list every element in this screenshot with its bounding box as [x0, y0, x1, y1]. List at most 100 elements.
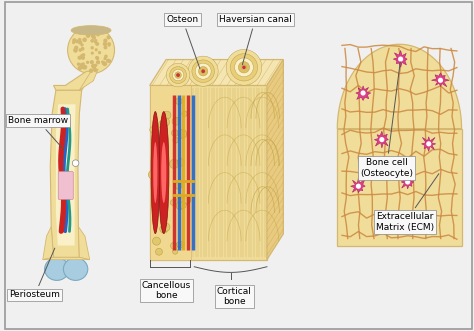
Bar: [150, 85, 191, 260]
Circle shape: [78, 63, 80, 65]
Polygon shape: [401, 173, 414, 189]
Circle shape: [102, 63, 104, 64]
Polygon shape: [267, 60, 283, 260]
Circle shape: [160, 225, 168, 233]
Circle shape: [107, 36, 110, 39]
Circle shape: [175, 72, 182, 78]
Text: Osteon: Osteon: [166, 15, 200, 69]
Circle shape: [107, 59, 109, 62]
Circle shape: [163, 176, 168, 181]
Bar: [337, 129, 462, 246]
Circle shape: [180, 202, 186, 209]
Circle shape: [93, 36, 95, 39]
Ellipse shape: [159, 112, 169, 234]
Circle shape: [95, 30, 97, 32]
Circle shape: [73, 160, 79, 166]
Polygon shape: [79, 69, 98, 90]
Circle shape: [94, 41, 96, 43]
Circle shape: [103, 62, 105, 65]
Circle shape: [199, 67, 208, 76]
Circle shape: [438, 78, 443, 83]
Circle shape: [83, 38, 86, 41]
Circle shape: [155, 248, 163, 255]
Circle shape: [90, 69, 92, 72]
Ellipse shape: [64, 258, 88, 280]
Text: Cancellous
bone: Cancellous bone: [141, 281, 191, 300]
Circle shape: [178, 129, 187, 138]
Circle shape: [153, 237, 161, 245]
Circle shape: [176, 242, 181, 247]
Text: Haversian canal: Haversian canal: [219, 15, 292, 65]
Text: Extracellular
Matrix (ECM): Extracellular Matrix (ECM): [376, 174, 439, 232]
Circle shape: [183, 196, 191, 204]
Circle shape: [96, 43, 99, 45]
Circle shape: [178, 241, 184, 248]
Circle shape: [108, 60, 110, 62]
Circle shape: [185, 196, 191, 202]
Circle shape: [82, 66, 84, 69]
Circle shape: [81, 64, 83, 67]
Polygon shape: [421, 137, 436, 151]
Text: Bone marrow: Bone marrow: [8, 116, 68, 149]
Circle shape: [188, 56, 218, 86]
Circle shape: [96, 57, 99, 60]
Ellipse shape: [153, 142, 157, 203]
Circle shape: [192, 60, 214, 82]
Circle shape: [182, 111, 187, 117]
Circle shape: [405, 179, 410, 185]
Circle shape: [95, 64, 97, 66]
Ellipse shape: [68, 26, 115, 74]
Circle shape: [166, 63, 190, 87]
Circle shape: [170, 200, 176, 206]
Circle shape: [104, 46, 107, 49]
Circle shape: [148, 170, 157, 179]
Circle shape: [97, 61, 100, 64]
Circle shape: [176, 202, 184, 210]
Circle shape: [96, 57, 98, 58]
Circle shape: [81, 55, 83, 57]
Circle shape: [108, 44, 110, 46]
Circle shape: [426, 141, 431, 146]
Circle shape: [91, 61, 93, 64]
Circle shape: [104, 39, 107, 42]
Polygon shape: [78, 227, 90, 260]
Circle shape: [235, 58, 253, 77]
Circle shape: [87, 61, 89, 63]
Circle shape: [73, 39, 76, 42]
Polygon shape: [356, 86, 371, 101]
Circle shape: [195, 63, 211, 79]
Ellipse shape: [71, 25, 111, 35]
Circle shape: [78, 41, 81, 44]
Ellipse shape: [151, 112, 160, 234]
Circle shape: [82, 54, 84, 56]
Circle shape: [97, 33, 100, 36]
Circle shape: [105, 55, 107, 57]
Circle shape: [95, 40, 97, 41]
Circle shape: [201, 69, 205, 73]
Text: Cortical
bone: Cortical bone: [217, 287, 252, 307]
Circle shape: [91, 40, 93, 42]
Circle shape: [96, 31, 99, 34]
Circle shape: [102, 61, 104, 63]
Circle shape: [91, 47, 93, 49]
Circle shape: [183, 196, 191, 204]
Circle shape: [75, 46, 78, 49]
Polygon shape: [374, 131, 388, 148]
Circle shape: [83, 29, 85, 31]
Text: Bone cell
(Osteocyte): Bone cell (Osteocyte): [360, 62, 413, 177]
Circle shape: [103, 62, 106, 66]
Circle shape: [173, 249, 178, 254]
Circle shape: [242, 65, 246, 70]
Circle shape: [82, 66, 86, 69]
Circle shape: [92, 65, 95, 68]
Circle shape: [82, 63, 84, 65]
Circle shape: [238, 62, 250, 73]
Circle shape: [201, 69, 205, 73]
Circle shape: [175, 182, 182, 189]
Circle shape: [82, 56, 84, 59]
Polygon shape: [43, 227, 54, 260]
Circle shape: [162, 224, 169, 230]
Polygon shape: [56, 104, 75, 246]
Circle shape: [175, 98, 182, 105]
Polygon shape: [150, 60, 283, 85]
